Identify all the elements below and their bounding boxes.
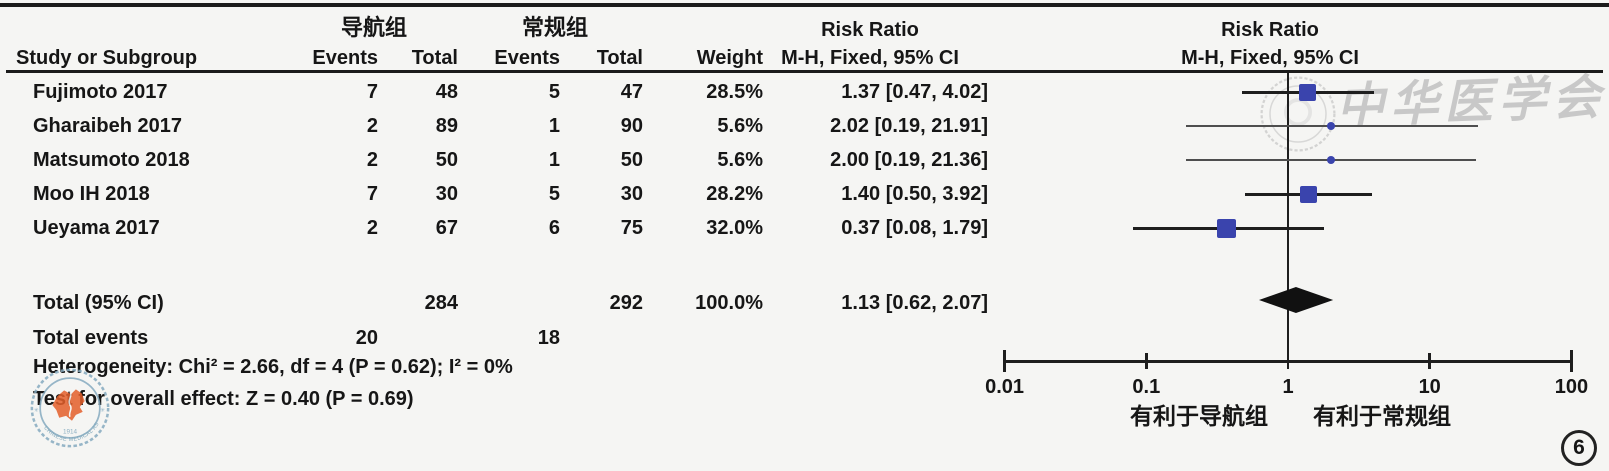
rr-ci-value: 1.37 [0.47, 4.02] — [841, 81, 988, 103]
summary-diamond — [1258, 287, 1333, 313]
axis-tick — [1145, 353, 1148, 369]
axis-tick — [1570, 350, 1573, 372]
favors-left-label: 有利于导航组 — [1130, 403, 1268, 429]
events2-value: 5 — [548, 81, 560, 103]
effect-square — [1298, 83, 1316, 101]
plot-rr-header-1: Risk Ratio — [1221, 19, 1319, 41]
svg-text:✳: ✳ — [34, 407, 39, 414]
total1-value: 89 — [435, 115, 458, 137]
effect-square — [1217, 218, 1237, 238]
total2-value: 90 — [620, 115, 643, 137]
events2-value: 5 — [548, 183, 560, 205]
weight-value: 32.0% — [706, 217, 763, 239]
total-events-label: Total events — [33, 327, 149, 349]
study-name: Moo IH 2018 — [33, 183, 150, 205]
study-name: Gharaibeh 2017 — [33, 115, 182, 137]
weight-value: 28.2% — [706, 183, 763, 205]
total-rr-ci: 1.13 [0.62, 2.07] — [841, 292, 988, 314]
total2-value: 47 — [620, 81, 643, 103]
figure-number-badge: 6 — [1561, 430, 1597, 466]
figure-top-border — [0, 3, 1609, 7]
effect-square — [1300, 185, 1318, 203]
total-events1: 20 — [355, 327, 378, 349]
events2-value: 1 — [548, 115, 560, 137]
total1-value: 67 — [435, 217, 458, 239]
col-header-events1: Events — [312, 47, 378, 69]
null-effect-line — [1287, 73, 1290, 361]
events1-value: 7 — [366, 183, 378, 205]
total1-value: 30 — [435, 183, 458, 205]
col-header-total1: Total — [411, 47, 458, 69]
weight-value: 28.5% — [706, 81, 763, 103]
effect-square — [1326, 156, 1335, 164]
axis-tick-label: 1 — [1282, 376, 1294, 398]
weight-sum: 100.0% — [695, 292, 763, 314]
weight-value: 5.6% — [717, 149, 763, 171]
total-events2: 18 — [537, 327, 560, 349]
axis-tick-label: 0.1 — [1132, 376, 1161, 398]
gray-seal-watermark — [1260, 76, 1336, 152]
svg-text:✳: ✳ — [100, 407, 105, 414]
total2-sum: 292 — [609, 292, 643, 314]
total2-value: 30 — [620, 183, 643, 205]
events1-value: 2 — [366, 115, 378, 137]
total1-value: 50 — [435, 149, 458, 171]
study-name: Matsumoto 2018 — [33, 149, 190, 171]
seal-year: 1914 — [63, 428, 78, 435]
group2-header: 常规组 — [521, 15, 588, 40]
total1-sum: 284 — [424, 292, 458, 314]
heterogeneity-text: Heterogeneity: Chi² = 2.66, df = 4 (P = … — [33, 356, 513, 378]
table-rr-header-2: M-H, Fixed, 95% CI — [781, 47, 959, 69]
rr-ci-value: 1.40 [0.50, 3.92] — [841, 183, 988, 205]
effect-square — [1327, 122, 1336, 130]
weight-value: 5.6% — [717, 115, 763, 137]
rr-ci-value: 0.37 [0.08, 1.79] — [841, 217, 988, 239]
axis-tick-label: 100 — [1554, 376, 1589, 398]
favors-right-label: 有利于常规组 — [1313, 403, 1451, 429]
events1-value: 2 — [366, 149, 378, 171]
col-header-weight: Weight — [696, 47, 763, 69]
seal-emblem — [52, 389, 85, 421]
axis-tick — [1003, 350, 1006, 372]
events2-value: 1 — [548, 149, 560, 171]
axis-tick — [1286, 353, 1290, 369]
events1-value: 2 — [366, 217, 378, 239]
overall-effect-text: Test for overall effect: Z = 0.40 (P = 0… — [33, 388, 414, 410]
plot-rr-header-2: M-H, Fixed, 95% CI — [1181, 47, 1359, 69]
events1-value: 7 — [366, 81, 378, 103]
study-name: Ueyama 2017 — [33, 217, 160, 239]
total1-value: 48 — [435, 81, 458, 103]
rr-ci-value: 2.00 [0.19, 21.36] — [830, 149, 988, 171]
group1-header: 导航组 — [340, 15, 407, 40]
rr-ci-value: 2.02 [0.19, 21.91] — [830, 115, 988, 137]
col-header-study: Study or Subgroup — [16, 47, 198, 69]
col-header-events2: Events — [494, 47, 560, 69]
table-rr-header-1: Risk Ratio — [821, 19, 919, 41]
total2-value: 50 — [620, 149, 643, 171]
total-label: Total (95% CI) — [33, 292, 164, 314]
col-header-total2: Total — [596, 47, 643, 69]
header-underline — [6, 70, 1603, 73]
total2-value: 75 — [620, 217, 643, 239]
cma-seal-logo: ✳ ✳ 1914 CHINESE MEDICAL ASSOCIATION — [30, 368, 110, 448]
study-name: Fujimoto 2017 — [33, 81, 168, 103]
events2-value: 6 — [548, 217, 560, 239]
axis-tick — [1428, 353, 1431, 369]
axis-tick-label: 10 — [1418, 376, 1441, 398]
axis-tick-label: 0.01 — [985, 376, 1025, 398]
